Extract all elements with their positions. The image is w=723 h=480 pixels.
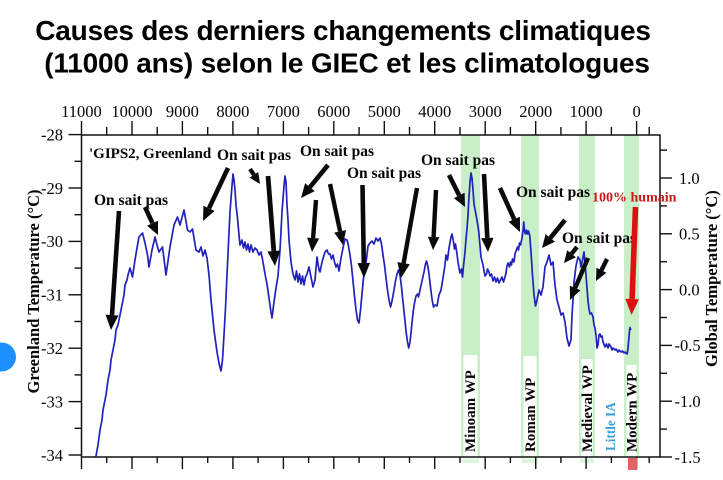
svg-text:-28: -28	[41, 125, 63, 144]
svg-text:8000: 8000	[216, 102, 249, 121]
svg-text:-1.0: -1.0	[675, 392, 701, 411]
svg-text:Roman WP: Roman WP	[523, 378, 539, 452]
svg-text:-0.5: -0.5	[675, 336, 701, 355]
svg-text:1000: 1000	[570, 102, 603, 121]
svg-text:Global Temperature (°C): Global Temperature (°C)	[702, 190, 721, 367]
svg-text:On sait pas: On sait pas	[217, 147, 291, 164]
svg-text:-29: -29	[41, 179, 63, 198]
svg-text:On sait pas: On sait pas	[300, 143, 374, 160]
svg-text:-31: -31	[41, 286, 63, 305]
svg-text:-34: -34	[41, 446, 63, 465]
svg-text:'GIPS2, Greenland: 'GIPS2, Greenland	[89, 146, 212, 162]
svg-text:6000: 6000	[317, 102, 350, 121]
svg-text:-1.5: -1.5	[675, 448, 701, 467]
svg-text:On sait pas: On sait pas	[347, 165, 421, 182]
svg-text:-32: -32	[41, 339, 63, 358]
svg-text:2000: 2000	[519, 102, 552, 121]
svg-text:Causes des derniers changement: Causes des derniers changements climatiq…	[35, 15, 650, 46]
svg-text:9000: 9000	[166, 102, 199, 121]
svg-text:0.0: 0.0	[679, 280, 700, 299]
svg-text:0.5: 0.5	[679, 225, 700, 244]
svg-text:0: 0	[632, 102, 640, 121]
svg-text:-33: -33	[41, 392, 63, 411]
svg-text:On sait pas: On sait pas	[562, 230, 636, 247]
svg-text:On sait pas: On sait pas	[421, 152, 495, 169]
svg-text:100% humain: 100% humain	[592, 191, 677, 206]
svg-text:Medieval WP: Medieval WP	[580, 365, 596, 452]
svg-text:(11000 ans) selon le GIEC et l: (11000 ans) selon le GIEC et les climato…	[44, 48, 650, 79]
svg-text:On sait pas: On sait pas	[516, 184, 590, 201]
svg-text:Modern WP: Modern WP	[625, 373, 641, 452]
svg-text:Little IA: Little IA	[603, 402, 618, 451]
svg-text:Minoam WP: Minoam WP	[463, 370, 479, 452]
svg-text:1.0: 1.0	[679, 169, 700, 188]
svg-text:11000: 11000	[61, 102, 102, 121]
svg-text:3000: 3000	[469, 102, 502, 121]
svg-text:On sait pas: On sait pas	[94, 192, 168, 209]
svg-text:7000: 7000	[267, 102, 300, 121]
svg-text:5000: 5000	[368, 102, 401, 121]
svg-text:10000: 10000	[111, 102, 152, 121]
svg-text:Greenland Temperature (°C): Greenland Temperature (°C)	[24, 190, 43, 394]
svg-text:-30: -30	[41, 232, 63, 251]
svg-text:4000: 4000	[418, 102, 451, 121]
